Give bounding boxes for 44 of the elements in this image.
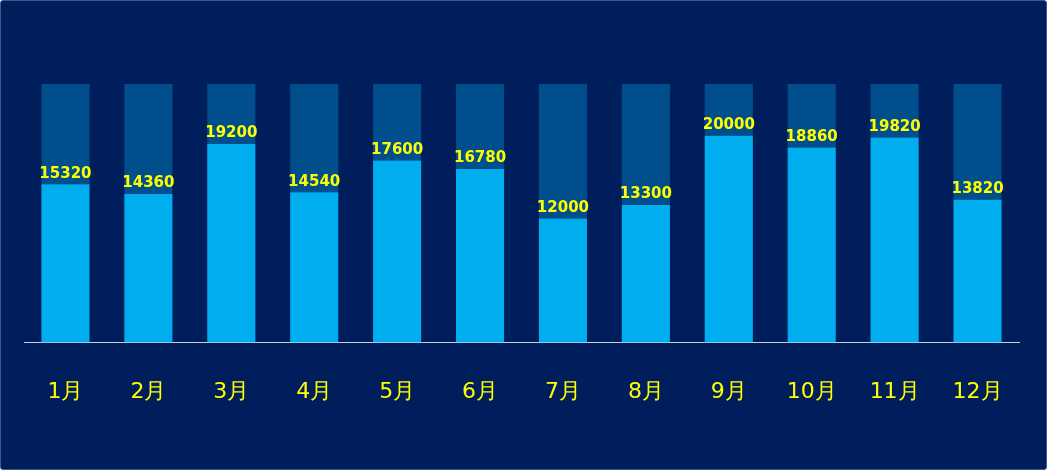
- data-label: 16780: [453, 148, 507, 167]
- data-label: 19200: [205, 123, 258, 142]
- data-label: 17600: [371, 139, 424, 158]
- data-label: 14360: [122, 173, 175, 192]
- x-tick-label: 11月: [869, 377, 920, 403]
- x-tick-label: 1月: [47, 377, 84, 403]
- bar: [124, 194, 173, 343]
- x-tick-label: 10月: [786, 377, 837, 403]
- bar: [41, 184, 90, 343]
- x-tick-label: 5月: [379, 377, 416, 403]
- bar: [373, 160, 422, 343]
- x-tick-label: 3月: [213, 377, 250, 403]
- bar: [456, 169, 505, 343]
- bar: [953, 199, 1002, 343]
- bar: [207, 144, 256, 343]
- bar: [621, 84, 670, 206]
- bar: [373, 84, 422, 161]
- bar: [538, 218, 587, 343]
- bar: [870, 137, 919, 343]
- bar: [704, 135, 753, 343]
- x-tick-label: 9月: [710, 377, 747, 403]
- data-label: 12000: [536, 197, 590, 216]
- data-label: 15320: [39, 163, 92, 182]
- bar: [456, 84, 505, 170]
- data-label: 20000: [702, 115, 755, 134]
- x-tick-label: 6月: [462, 377, 499, 403]
- data-label: 18860: [785, 126, 838, 145]
- bar: [953, 84, 1002, 200]
- bar: [290, 192, 339, 343]
- bar: [290, 84, 339, 193]
- bar: [538, 84, 587, 219]
- bar: [787, 147, 836, 343]
- x-tick-label: 4月: [296, 377, 333, 403]
- bar: [621, 205, 670, 343]
- bar: [41, 84, 90, 185]
- data-label: 13820: [951, 179, 1004, 198]
- data-label: 13300: [619, 184, 672, 203]
- data-label: 14540: [288, 171, 341, 190]
- x-tick-label: 7月: [544, 377, 581, 403]
- x-tick-label: 8月: [627, 377, 664, 403]
- data-label: 19820: [868, 116, 921, 135]
- x-tick-label: 2月: [130, 377, 167, 403]
- x-tick-label: 12月: [952, 377, 1003, 403]
- bar: [124, 84, 173, 195]
